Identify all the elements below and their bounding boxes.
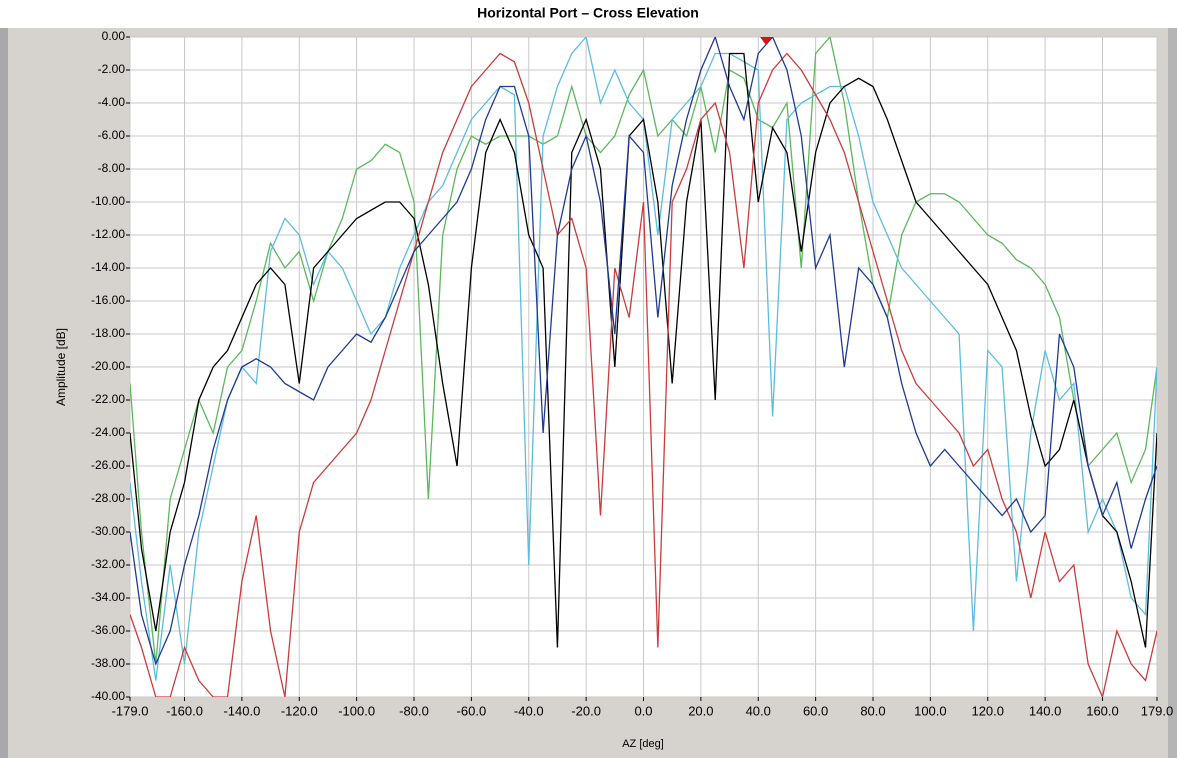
x-tick-label: -160.0	[166, 703, 203, 718]
y-tick-label: -38.00	[91, 656, 125, 670]
x-tick-label: -60.0	[457, 703, 487, 718]
panel-edge	[1168, 28, 1177, 758]
y-tick-label: -8.00	[98, 161, 126, 175]
x-tick-label: -140.0	[223, 703, 260, 718]
y-tick-label: -40.00	[91, 689, 125, 703]
y-tick-label: -20.00	[91, 359, 125, 373]
x-tick-label: -40.0	[514, 703, 544, 718]
x-tick-label: 60.0	[803, 703, 828, 718]
y-tick-label: -34.00	[91, 590, 125, 604]
series-line	[130, 52, 1157, 697]
y-tick-label: -26.00	[91, 458, 125, 472]
panel-edge	[0, 28, 8, 758]
y-tick-label: -12.00	[91, 227, 125, 241]
y-tick-label: -32.00	[91, 557, 125, 571]
y-tick-label: -16.00	[91, 293, 125, 307]
x-tick-label: 120.0	[971, 703, 1004, 718]
chart-title: Horizontal Port – Cross Elevation	[477, 5, 699, 21]
x-tick-label: 20.0	[688, 703, 713, 718]
y-tick-label: -24.00	[91, 425, 125, 439]
x-tick-label: -80.0	[399, 703, 429, 718]
y-tick-label: -36.00	[91, 623, 125, 637]
x-tick-label: 140.0	[1029, 703, 1062, 718]
y-tick-label: -22.00	[91, 392, 125, 406]
series-line	[130, 37, 1157, 665]
x-tick-label: -20.0	[571, 703, 601, 718]
peak-marker	[760, 37, 772, 45]
y-tick-label: -10.00	[91, 194, 125, 208]
x-tick-label: 100.0	[914, 703, 947, 718]
grid	[129, 36, 1158, 698]
x-tick-label: 160.0	[1086, 703, 1119, 718]
y-tick-label: 0.00	[102, 29, 126, 43]
lines	[130, 37, 1157, 697]
x-tick-label: 80.0	[860, 703, 885, 718]
y-tick-label: -14.00	[91, 260, 125, 274]
y-tick-label: -6.00	[98, 128, 126, 142]
x-tick-label: 179.0	[1141, 703, 1174, 718]
series-line	[130, 52, 1157, 648]
x-tick-label: 0.0	[634, 703, 652, 718]
y-tick-label: -2.00	[98, 62, 126, 76]
y-tick-label: -4.00	[98, 95, 126, 109]
y-tick-label: -18.00	[91, 326, 125, 340]
x-tick-label: 40.0	[746, 703, 771, 718]
series-line	[130, 37, 1157, 666]
y-axis-label: Amplitude [dB]	[54, 328, 68, 406]
x-tick-label: -179.0	[112, 703, 149, 718]
y-tick-label: -28.00	[91, 491, 125, 505]
x-tick-label: -100.0	[338, 703, 375, 718]
x-axis-label: AZ [deg]	[622, 738, 664, 750]
x-tick-label: -120.0	[281, 703, 318, 718]
y-tick-label: -30.00	[91, 524, 125, 538]
